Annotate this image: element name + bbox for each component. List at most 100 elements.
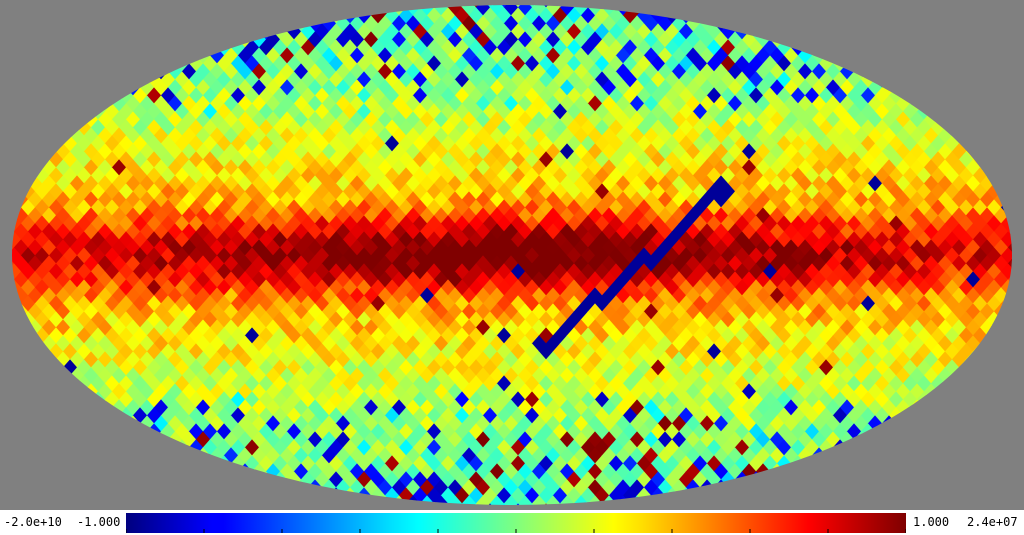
map-pixel [160,87,176,105]
map-pixel [930,391,946,409]
map-pixel [825,63,841,81]
map-pixel [706,87,722,105]
map-pixel [867,95,883,113]
map-pixel [1014,263,1024,280]
map-pixel [664,71,680,89]
map-pixel [111,127,127,145]
map-pixel [727,63,743,81]
map-pixel [27,335,43,353]
map-pixel [678,103,694,121]
map-pixel [965,127,981,145]
map-pixel [783,63,799,81]
map-pixel [426,5,442,9]
map-pixel [181,95,197,113]
map-pixel [62,167,78,185]
map-pixel [167,95,183,113]
map-pixel [587,79,603,97]
map-pixel [412,5,428,9]
map-pixel [0,239,1,256]
map-pixel [69,111,85,129]
map-pixel [503,63,519,81]
map-pixel [104,151,120,169]
map-pixel [83,207,99,225]
map-pixel [104,183,120,201]
map-pixel [552,7,568,25]
map-pixel [706,103,722,121]
map-pixel [545,79,561,97]
map-pixel [762,23,778,41]
map-pixel [202,87,218,105]
map-pixel [622,71,638,89]
map-pixel [0,215,8,232]
map-pixel [671,63,687,81]
map-pixel [160,71,176,89]
map-pixel [181,63,197,81]
map-pixel [993,175,1009,193]
map-pixel [734,71,750,89]
map-pixel [188,87,204,105]
map-pixel [818,71,834,89]
map-pixel [713,63,729,81]
map-pixel [552,55,568,73]
map-pixel [769,79,785,97]
map-pixel [713,79,729,97]
map-pixel [1014,295,1024,312]
map-pixel [930,103,946,121]
map-pixel [818,87,834,105]
map-pixel [566,103,582,121]
map-pixel [111,223,127,241]
map-pixel [223,463,239,481]
map-pixel [839,79,855,97]
map-pixel [454,503,470,505]
mollweide-map-svg [0,5,1024,505]
map-pixel [587,95,603,113]
map-pixel [979,143,995,161]
map-pixel [755,95,771,113]
map-pixel [216,71,232,89]
map-pixel [97,127,113,145]
map-pixel [615,79,631,97]
map-pixel [97,111,113,129]
map-pixel [559,63,575,81]
map-pixel [811,63,827,81]
map-pixel [76,103,92,121]
map-pixel [90,119,106,137]
map-pixel [195,95,211,113]
map-pixel [902,103,918,121]
map-pixel [69,223,85,241]
map-pixel [804,103,820,121]
map-pixel [223,63,239,81]
map-pixel [622,87,638,105]
map-pixel [727,95,743,113]
map-pixel [69,191,85,209]
map-pixel [111,95,127,113]
map-pixel [90,135,106,153]
map-pixel [538,7,554,25]
map-pixel [762,471,778,489]
map-pixel [923,95,939,113]
map-pixel [83,239,99,257]
map-pixel [97,191,113,209]
map-pixel [545,95,561,113]
map-pixel [566,503,582,505]
map-pixel [139,63,155,81]
map-pixel [174,87,190,105]
map-pixel [818,103,834,121]
map-pixel [825,447,841,465]
map-pixel [363,495,379,505]
map-pixel [1007,207,1012,225]
map-pixel [209,63,225,81]
map-pixel [230,87,246,105]
map-pixel [888,87,904,105]
map-pixel [832,103,848,121]
map-pixel [363,5,379,17]
map-pixel [727,79,743,97]
map-pixel [531,95,547,113]
map-pixel [279,15,295,33]
map-pixel [244,55,260,73]
map-pixel [244,23,260,41]
map-pixel [762,103,778,121]
map-pixel [111,415,127,433]
map-pixel [979,351,995,369]
colorbar-min-label: -1.000 [77,515,121,529]
